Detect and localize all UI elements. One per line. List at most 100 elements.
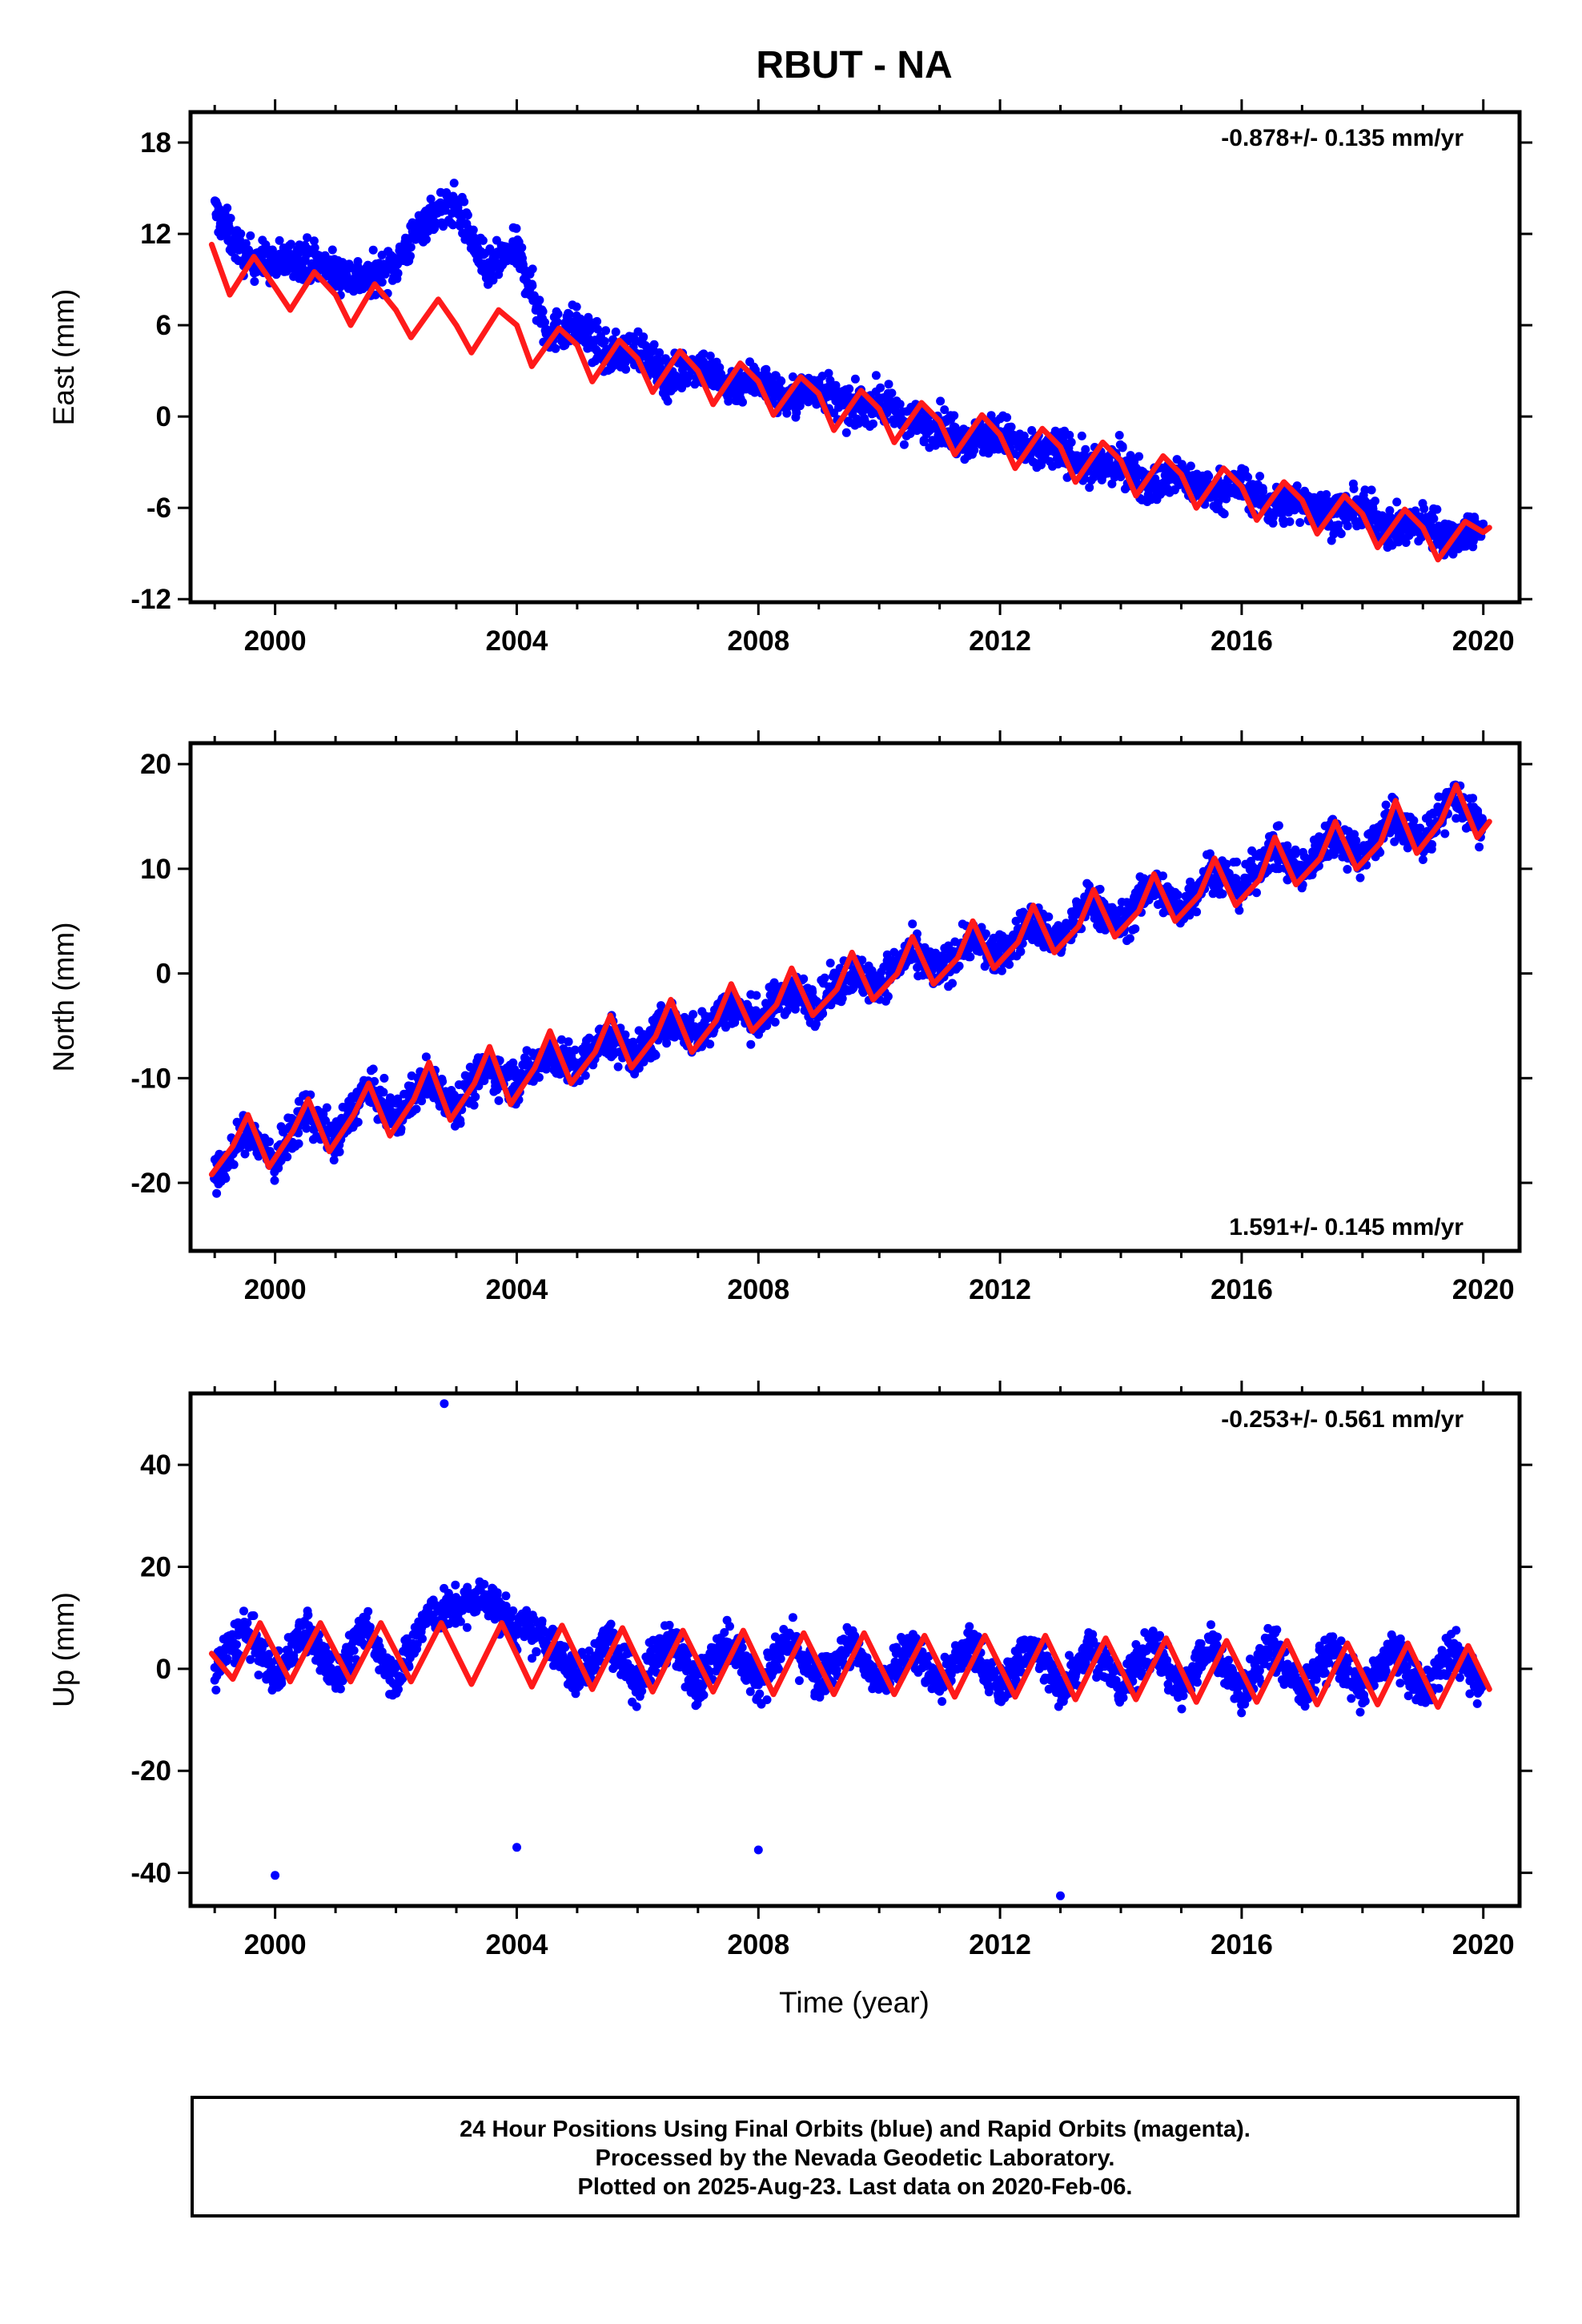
up-point [239, 1606, 248, 1616]
north-rate-label: 1.591+/- 0.145 mm/yr [1229, 1214, 1464, 1240]
east-point [553, 309, 563, 319]
north-observations [210, 780, 1488, 1198]
east-point [1114, 431, 1124, 440]
east-point [1222, 494, 1231, 504]
east-point [655, 348, 665, 357]
east-point [994, 444, 1003, 454]
east-point [485, 244, 495, 254]
east-point [275, 235, 284, 245]
east-point [871, 371, 881, 380]
north-point [857, 955, 867, 965]
north-point [1475, 842, 1484, 852]
north-point [1192, 907, 1202, 917]
east-rate-label: -0.878+/- 0.135 mm/yr [1221, 125, 1464, 151]
east-point [1186, 461, 1195, 471]
east-point [831, 380, 841, 390]
east-point [1411, 506, 1420, 516]
east-point [876, 383, 885, 392]
east-y-tick-label: -6 [147, 493, 171, 524]
east-y-tick-label: 12 [140, 219, 171, 250]
north-point [480, 1076, 489, 1085]
north-point [370, 1076, 379, 1086]
east-y-tick-label: 6 [156, 310, 171, 341]
north-x-tick-label: 2000 [244, 1274, 307, 1305]
east-point [460, 197, 469, 207]
north-x-tick-label: 2004 [486, 1274, 548, 1305]
east-point [246, 231, 255, 240]
east-point [1429, 514, 1439, 524]
east-point [1392, 497, 1402, 507]
east-point [601, 326, 611, 336]
east-point [1150, 474, 1160, 484]
north-point [1095, 884, 1105, 894]
north-point [948, 979, 957, 988]
up-point [211, 1685, 221, 1695]
panel-east: 2000 2004 2008 2012 2016 2020-12-6061218East … [47, 99, 1532, 657]
east-point [223, 203, 232, 213]
north-point [1232, 857, 1242, 866]
north-point [417, 1096, 427, 1106]
north-point [421, 1052, 431, 1062]
north-point [221, 1174, 231, 1183]
east-point [1322, 490, 1331, 499]
north-point [837, 994, 847, 1003]
north-point [730, 1018, 740, 1027]
east-point [448, 220, 458, 230]
up-point [264, 1650, 274, 1659]
north-point [321, 1116, 331, 1125]
east-point [512, 223, 521, 233]
east-point [538, 307, 548, 316]
up-point [249, 1611, 259, 1620]
up-point [246, 1655, 255, 1664]
east-point [1360, 485, 1370, 495]
east-point [1066, 437, 1076, 447]
north-point [386, 1093, 395, 1103]
east-x-tick-label: 2000 [244, 625, 307, 657]
east-point [884, 380, 893, 389]
north-point [799, 974, 809, 983]
north-point [770, 1017, 780, 1027]
east-point [1295, 518, 1305, 527]
north-point [1016, 947, 1026, 956]
east-point [899, 440, 909, 449]
north-point [471, 1092, 480, 1102]
east-point [869, 419, 877, 428]
east-point [377, 277, 387, 287]
north-point [811, 1019, 821, 1029]
north-point [508, 1058, 518, 1068]
north-point [240, 1149, 250, 1159]
north-point [1252, 888, 1261, 898]
east-point [1077, 431, 1086, 440]
east-point [478, 235, 488, 245]
north-point [1283, 841, 1292, 850]
east-point [552, 317, 562, 327]
north-point [1291, 849, 1300, 858]
north-point [1005, 959, 1014, 969]
east-x-tick-label: 2016 [1211, 625, 1273, 657]
north-point [494, 1096, 504, 1105]
east-point [600, 336, 609, 346]
north-point [752, 991, 761, 1000]
east-point [1336, 529, 1346, 538]
east-point [592, 316, 602, 326]
north-x-tick-label: 2008 [727, 1274, 789, 1305]
east-point [368, 245, 378, 255]
east-point [1385, 506, 1395, 515]
east-point [303, 233, 312, 243]
east-point [517, 243, 527, 252]
north-point [1222, 859, 1231, 869]
east-x-tick-label: 2012 [969, 625, 1031, 657]
east-point [699, 349, 709, 359]
north-y-tick-label: -20 [130, 1168, 171, 1199]
north-point [456, 1119, 465, 1128]
east-point [1118, 443, 1127, 452]
east-point [342, 271, 351, 280]
east-point [895, 400, 905, 409]
east-point [551, 344, 560, 353]
east-y-tick-label: 0 [156, 401, 171, 432]
east-point [850, 374, 860, 384]
east-point [406, 251, 415, 261]
east-point [788, 372, 797, 381]
north-point [1186, 877, 1195, 887]
